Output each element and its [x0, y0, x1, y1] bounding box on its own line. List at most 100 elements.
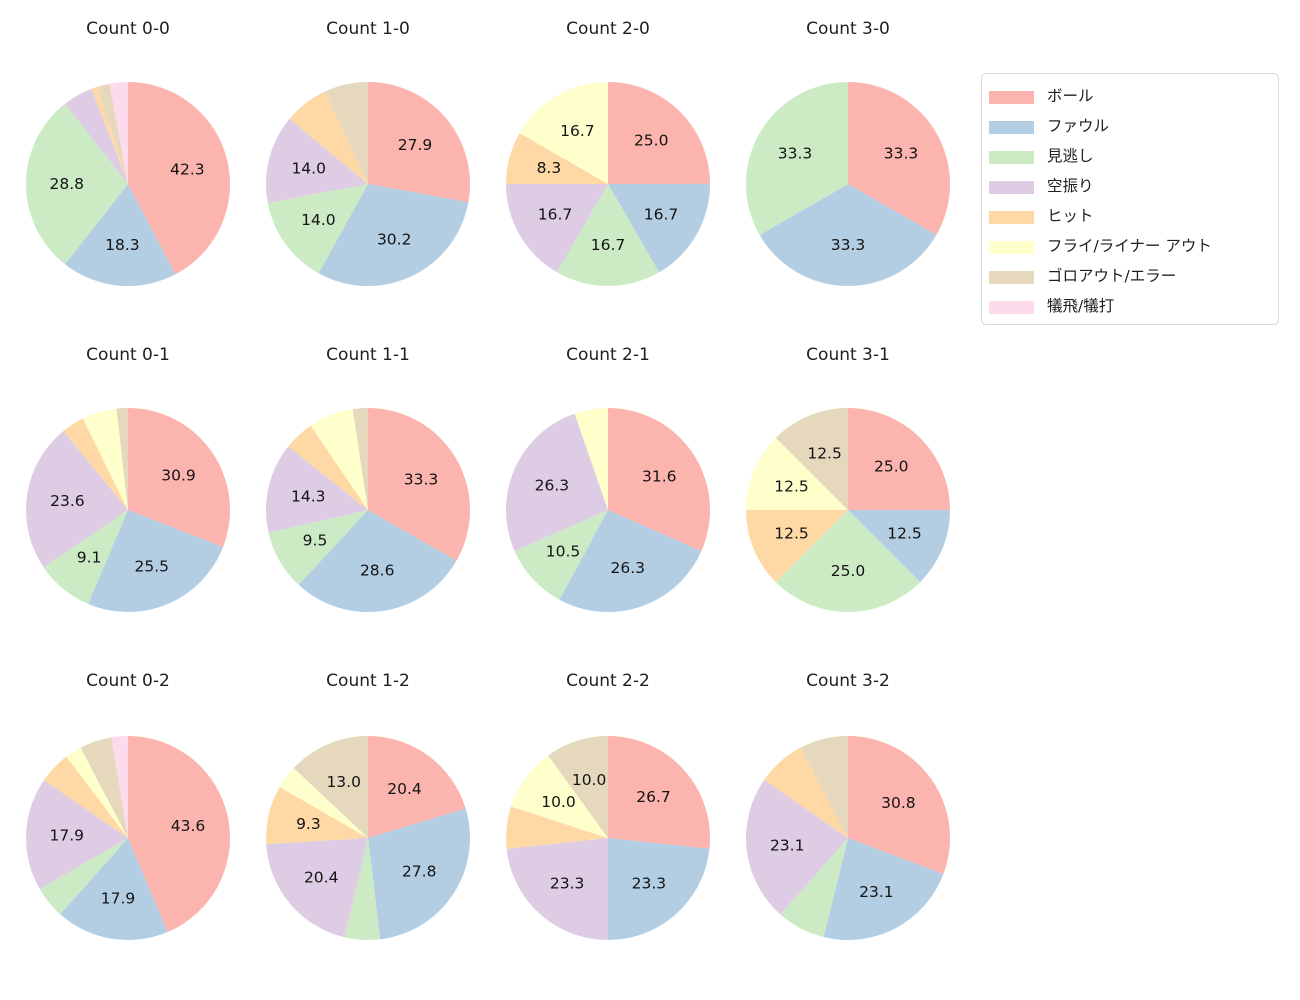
- pie-value-label: 27.9: [398, 136, 433, 154]
- pie-value-label: 9.5: [303, 532, 328, 550]
- pie-slice: [800, 736, 848, 838]
- pie-slice: [80, 737, 128, 838]
- pie-chart-count-3-0: 33.3 33.3 33.3 Count 3-0: [746, 19, 950, 286]
- pie-value-label: 9.3: [296, 815, 321, 833]
- chart-title: Count 3-1: [806, 345, 890, 365]
- pie-slice: [368, 736, 466, 838]
- pie-value-label: 17.9: [50, 827, 85, 845]
- pie-slice: [128, 736, 230, 932]
- pie-slice: [506, 133, 608, 184]
- pie-value-label: 9.1: [77, 548, 102, 566]
- pie-slice: [128, 82, 230, 275]
- pie-value-label: 16.7: [538, 206, 573, 224]
- chart-title: Count 2-1: [566, 345, 650, 365]
- pie-slice: [265, 118, 368, 203]
- pie-chart-count-1-1: 33.3 28.6 9.5 14.3 Count 1-1: [266, 345, 470, 612]
- pie-value-label: 16.7: [644, 206, 679, 224]
- chart-title: Count 2-2: [566, 671, 650, 691]
- chart-title: Count 0-0: [86, 19, 170, 39]
- pie-slice: [608, 736, 711, 849]
- pie-slice: [608, 183, 711, 273]
- pie-value-label: 23.6: [50, 492, 85, 510]
- pie-value-label: 43.6: [171, 817, 206, 835]
- pie-slice: [368, 808, 470, 940]
- pie-value-label: 26.3: [535, 477, 570, 495]
- pie-slice: [608, 838, 710, 941]
- pie-slice: [279, 768, 368, 838]
- pie-slice: [288, 425, 368, 510]
- pie-value-label: 16.7: [560, 122, 595, 140]
- pie-slice: [505, 183, 608, 273]
- chart-title: Count 0-2: [86, 671, 170, 691]
- pie-slice: [848, 510, 950, 583]
- pie-value-label: 31.6: [642, 468, 677, 486]
- pie-value-label: 25.0: [831, 562, 866, 580]
- pie-slice: [64, 184, 176, 286]
- pie-slice: [26, 103, 129, 265]
- pie-value-label: 12.5: [807, 445, 842, 463]
- legend-label: ファウル: [1047, 117, 1110, 136]
- legend-swatch: [989, 240, 1034, 254]
- pie-value-label: 26.3: [611, 559, 646, 577]
- legend-item: ゴロアウト/エラー: [989, 262, 1278, 292]
- pie-value-label: 28.6: [360, 562, 395, 580]
- pie-slice: [267, 184, 368, 274]
- pie-value-label: 26.7: [636, 788, 671, 806]
- pie-slice: [128, 408, 230, 547]
- legend-label: ヒット: [1047, 207, 1094, 226]
- pie-chart-count-0-0: 42.3 18.3 28.8 Count 0-0: [26, 19, 230, 286]
- pie-value-label: 42.3: [170, 160, 205, 178]
- pie-chart-count-2-2: 26.7 23.3 23.3 10.0 10.0 Count 2-2: [505, 671, 711, 941]
- pie-chart-count-3-1: 25.0 12.5 25.0 12.5 12.5 12.5 Count 3-1: [746, 345, 950, 612]
- pie-slice: [559, 510, 702, 613]
- pie-slice: [746, 510, 848, 583]
- pie-slice: [574, 408, 608, 510]
- legend-swatch: [989, 300, 1034, 314]
- pie-value-label: 25.0: [634, 132, 669, 150]
- pie-chart-count-2-1: 31.6 26.3 10.5 26.3 Count 2-1: [506, 345, 710, 613]
- pie-slice: [82, 408, 128, 510]
- pie-slice: [265, 787, 368, 845]
- pie-slice: [268, 510, 368, 585]
- pie-value-label: 23.1: [859, 883, 894, 901]
- pie-value-label: 23.3: [632, 875, 667, 893]
- legend-swatch: [989, 210, 1034, 224]
- pie-slice: [39, 838, 128, 915]
- pie-value-label: 20.4: [304, 868, 339, 886]
- legend-swatch: [989, 150, 1034, 164]
- pie-slice: [759, 184, 937, 286]
- pie-slice: [506, 838, 608, 940]
- pie-chart-count-0-1: 30.9 25.5 9.1 23.6 Count 0-1: [26, 345, 230, 612]
- chart-title: Count 1-1: [326, 345, 410, 365]
- chart-title: Count 1-0: [326, 19, 410, 39]
- chart-title: Count 1-2: [326, 671, 410, 691]
- chart-title: Count 3-2: [806, 671, 890, 691]
- pie-slice: [746, 780, 848, 915]
- legend-swatch: [989, 90, 1034, 104]
- pie-value-label: 16.7: [591, 236, 626, 254]
- pie-value-label: 23.3: [550, 875, 585, 893]
- pie-value-label: 8.3: [537, 159, 562, 177]
- pie-value-label: 13.0: [326, 773, 361, 791]
- pie-slice: [368, 408, 470, 561]
- legend-swatch: [989, 180, 1034, 194]
- pie-slice: [116, 408, 128, 510]
- pie-slice: [608, 82, 710, 184]
- pie-slice: [91, 86, 128, 184]
- pie-slice: [608, 408, 710, 552]
- legend-item: 見逃し: [989, 142, 1278, 172]
- pie-value-label: 30.2: [377, 230, 412, 248]
- legend-item: ファウル: [989, 112, 1278, 142]
- pie-slice: [88, 510, 224, 612]
- pie-value-label: 17.9: [101, 889, 136, 907]
- pie-slice: [514, 510, 608, 600]
- pie-value-label: 12.5: [887, 524, 922, 542]
- legend-label: 見逃し: [1047, 147, 1094, 166]
- pie-slice: [43, 510, 128, 604]
- pie-chart-count-2-0: 25.0 16.7 16.7 16.7 8.3 16.7 Count 2-0: [505, 19, 711, 287]
- pie-slice: [764, 747, 848, 838]
- pie-value-label: 10.0: [572, 771, 607, 789]
- pie-value-label: 25.0: [874, 458, 909, 476]
